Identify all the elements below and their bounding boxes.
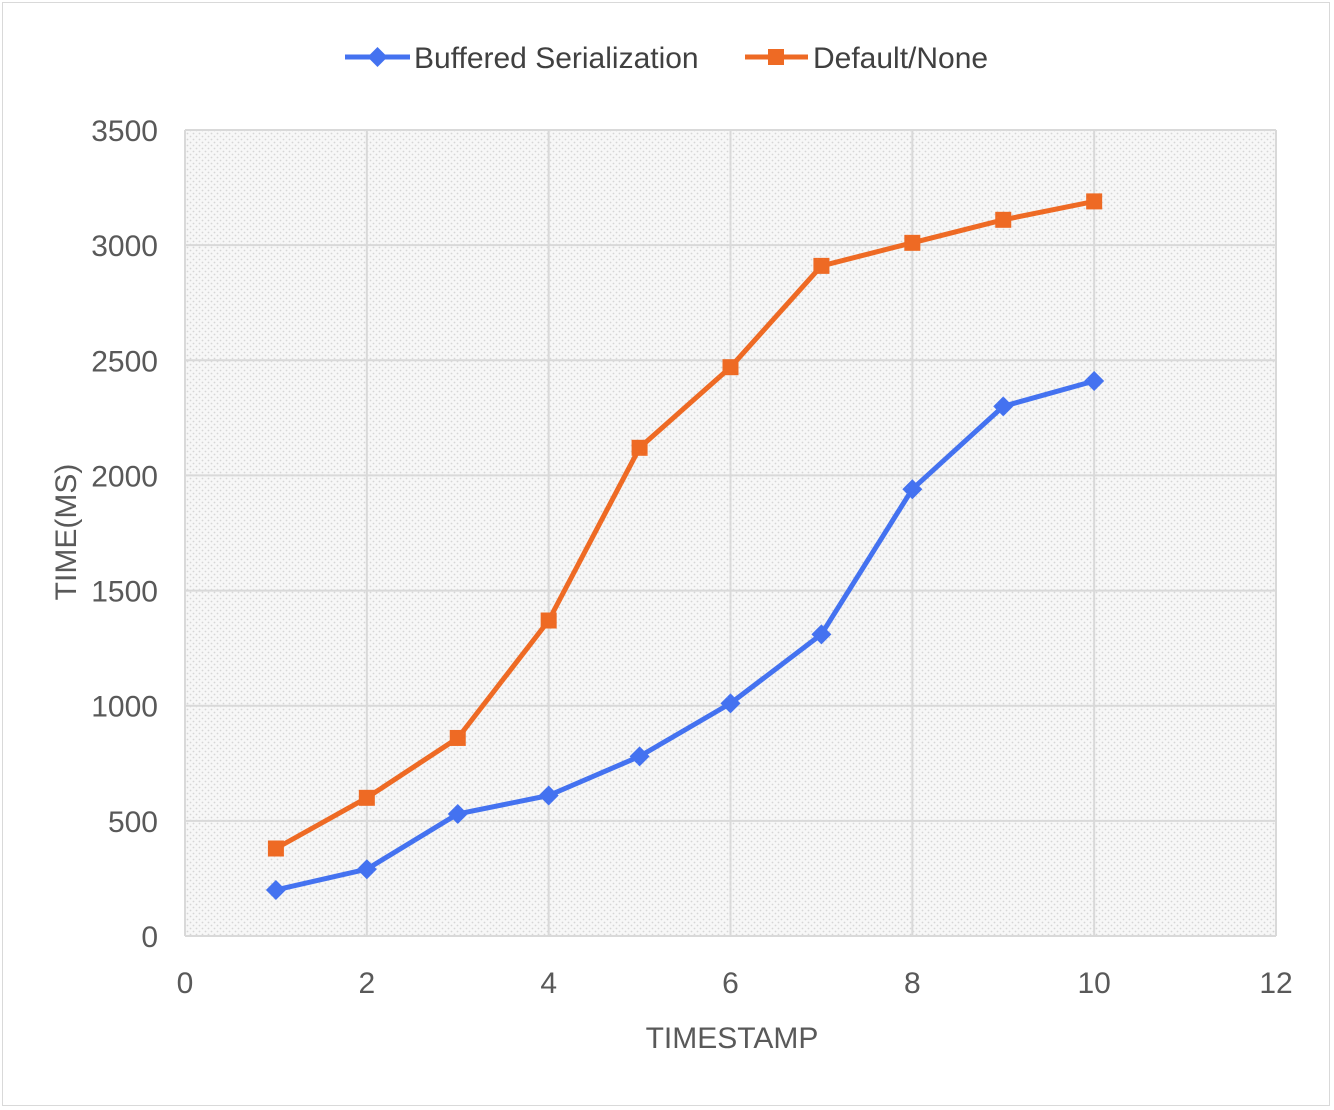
x-tick-label: 10 [1077, 967, 1110, 1000]
data-point-default-none [449, 729, 466, 746]
data-point-buffered-serialization [902, 479, 923, 500]
y-axis-title: TIME(MS) [50, 464, 83, 601]
data-point-default-none [813, 257, 830, 274]
data-point-default-none [267, 840, 284, 857]
data-point-buffered-serialization [447, 803, 468, 824]
data-point-buffered-serialization [538, 785, 559, 806]
x-tick-label: 4 [540, 967, 557, 1000]
legend-label-buffered-serialization: Buffered Serialization [414, 42, 699, 75]
y-tick-label: 3500 [91, 115, 158, 148]
series-line-buffered-serialization [275, 378, 1095, 893]
x-tick-label: 2 [358, 967, 375, 1000]
data-point-default-none [722, 359, 739, 376]
series-default-none [267, 193, 1103, 857]
legend-item-buffered-serialization: Buffered Serialization [345, 42, 699, 75]
x-tick-label: 12 [1259, 967, 1292, 1000]
y-tick-label: 1500 [91, 576, 158, 609]
data-point-buffered-serialization [356, 859, 377, 880]
legend-marker-square [768, 49, 784, 65]
data-point-default-none [904, 234, 921, 251]
data-point-buffered-serialization [993, 396, 1014, 417]
x-axis-title: TIMESTAMP [646, 1022, 819, 1055]
data-point-buffered-serialization [1084, 371, 1105, 392]
x-tick-label: 8 [904, 967, 921, 1000]
data-point-default-none [631, 439, 648, 456]
y-tick-label: 500 [108, 806, 158, 839]
legend-marker-diamond [367, 47, 388, 67]
data-point-buffered-serialization [629, 746, 650, 767]
legend-item-default-none: Default/None [745, 42, 988, 75]
data-point-default-none [358, 789, 375, 806]
y-tick-label: 0 [141, 921, 158, 954]
data-point-default-none [540, 612, 557, 629]
series-buffered-serialization [265, 371, 1105, 900]
data-point-default-none [1086, 193, 1103, 210]
x-tick-label: 6 [722, 967, 739, 1000]
data-point-buffered-serialization [811, 624, 832, 645]
series-line-default-none [274, 198, 1095, 851]
series-lines [265, 193, 1105, 900]
legend-label-default-none: Default/None [813, 42, 988, 75]
y-tick-label: 1000 [91, 691, 158, 724]
tick-labels: 0 500 1000 1500 2000 2500 3000 3500 0 2 4 6 8 10 12 [91, 115, 1292, 1000]
y-tick-label: 2500 [91, 345, 158, 378]
data-point-default-none [995, 211, 1012, 228]
x-tick-label: 0 [177, 967, 194, 1000]
y-tick-label: 2000 [91, 460, 158, 493]
data-point-buffered-serialization [720, 693, 741, 714]
y-tick-label: 3000 [91, 230, 158, 263]
data-point-buffered-serialization [265, 879, 286, 900]
gridlines [184, 129, 1277, 937]
legend: Buffered Serialization Default/None [345, 42, 988, 75]
